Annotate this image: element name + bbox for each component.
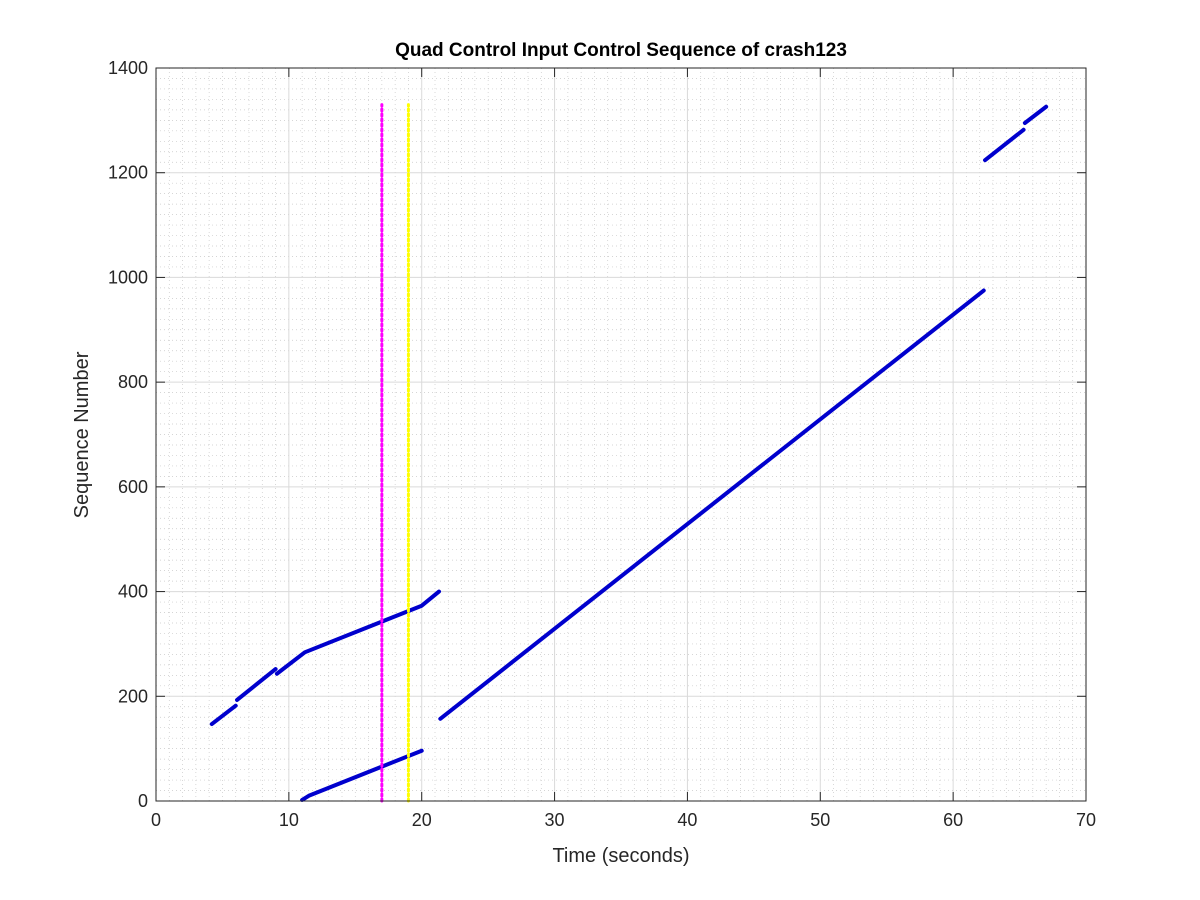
series-layer <box>209 104 1049 802</box>
series-line <box>300 748 424 802</box>
y-tick-label: 1400 <box>108 58 148 78</box>
series-line <box>235 667 278 702</box>
chart-title: Quad Control Input Control Sequence of c… <box>395 40 847 61</box>
x-tick-label: 50 <box>810 810 830 830</box>
x-tick-label: 10 <box>279 810 299 830</box>
y-tick-label: 200 <box>118 686 148 706</box>
series-line <box>1022 104 1049 125</box>
x-tick-label: 60 <box>943 810 963 830</box>
x-tick-label: 40 <box>677 810 697 830</box>
x-axis-label: Time (seconds) <box>552 845 689 867</box>
y-tick-labels: 0 200 400 600 800 1000 1200 1400 <box>108 58 148 811</box>
minor-grid <box>156 68 1086 801</box>
x-tick-label: 20 <box>412 810 432 830</box>
y-tick-label: 600 <box>118 477 148 497</box>
y-tick-label: 1000 <box>108 267 148 287</box>
y-tick-label: 0 <box>138 791 148 811</box>
x-tick-label: 30 <box>545 810 565 830</box>
series-line <box>209 703 238 727</box>
y-tick-label: 800 <box>118 372 148 392</box>
tick-layer <box>155 67 1087 802</box>
series-line <box>983 127 1026 163</box>
x-tick-labels: 0 10 20 30 40 50 60 70 <box>151 810 1096 830</box>
x-tick-label: 0 <box>151 810 161 830</box>
y-tick-label: 1200 <box>108 163 148 183</box>
y-tick-label: 400 <box>118 582 148 602</box>
series-line <box>438 288 986 721</box>
x-tick-label: 70 <box>1076 810 1096 830</box>
y-axis-label: Sequence Number <box>71 351 93 518</box>
plot-frame <box>155 67 1087 802</box>
marker-layer <box>380 103 410 803</box>
series-line <box>274 589 441 676</box>
